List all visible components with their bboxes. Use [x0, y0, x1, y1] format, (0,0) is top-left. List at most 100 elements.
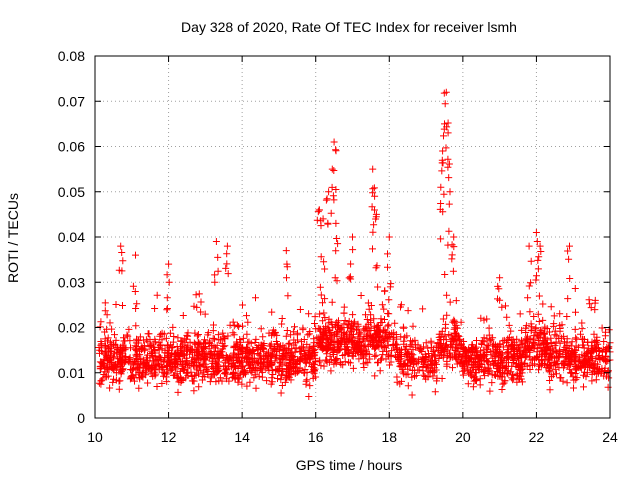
data-point	[448, 343, 456, 351]
data-point-peak	[117, 242, 125, 250]
data-point	[384, 250, 391, 258]
data-point	[266, 342, 274, 350]
data-point-peak	[444, 129, 452, 137]
data-point	[556, 346, 564, 354]
data-point-peak	[328, 165, 336, 173]
data-point	[296, 364, 304, 372]
data-point	[104, 334, 112, 342]
data-point	[504, 350, 512, 358]
data-point	[101, 307, 109, 315]
data-point	[571, 285, 579, 292]
x-tick-label: 22	[529, 429, 545, 445]
data-point	[525, 345, 533, 353]
data-point-peak	[349, 233, 356, 241]
data-point	[443, 291, 451, 299]
data-point	[556, 322, 564, 330]
data-point	[505, 333, 513, 341]
data-point	[357, 350, 365, 358]
data-point	[459, 367, 467, 375]
data-point	[216, 349, 224, 357]
data-point	[332, 186, 340, 193]
data-point	[290, 336, 298, 344]
data-point	[518, 326, 526, 334]
data-point	[155, 352, 163, 360]
data-point	[355, 355, 363, 363]
data-point	[268, 308, 276, 316]
data-point	[303, 376, 311, 384]
data-point	[124, 332, 132, 340]
data-point	[300, 356, 308, 364]
data-point	[136, 333, 144, 341]
data-point	[206, 351, 214, 358]
data-point	[303, 355, 311, 363]
data-point	[190, 387, 198, 395]
data-point	[103, 311, 111, 319]
data-point-peak	[319, 215, 327, 223]
data-point	[271, 346, 279, 354]
data-point	[331, 345, 339, 353]
data-point	[437, 200, 445, 207]
data-point	[473, 351, 480, 359]
data-point	[321, 295, 329, 303]
data-point	[224, 270, 232, 278]
data-point	[442, 144, 450, 152]
data-point	[498, 386, 506, 393]
data-point	[350, 319, 358, 327]
data-point	[332, 146, 340, 154]
data-point	[481, 363, 489, 371]
data-point	[238, 380, 246, 388]
data-point	[222, 264, 230, 272]
data-point	[412, 372, 420, 379]
data-point	[342, 337, 350, 345]
data-point	[468, 363, 476, 371]
data-point	[363, 331, 371, 339]
data-point	[197, 308, 205, 316]
data-point	[118, 368, 125, 376]
data-point	[337, 360, 345, 368]
data-point-peak	[282, 247, 290, 255]
data-point	[242, 354, 250, 362]
data-point	[287, 360, 295, 368]
data-point	[173, 374, 181, 382]
data-point	[547, 362, 555, 370]
data-point	[519, 349, 527, 357]
data-point	[106, 384, 114, 392]
data-point	[250, 374, 258, 382]
data-point	[326, 338, 334, 346]
data-point-peak	[446, 188, 454, 196]
data-point	[118, 347, 126, 354]
data-point	[401, 333, 409, 341]
data-point	[112, 336, 120, 344]
data-point	[411, 372, 418, 380]
data-point	[343, 330, 350, 338]
data-point	[501, 377, 509, 385]
x-tick-label: 24	[602, 429, 618, 445]
data-point	[291, 348, 299, 356]
data-point	[344, 343, 351, 351]
data-point	[518, 378, 526, 386]
data-point	[444, 241, 452, 249]
data-point	[356, 328, 364, 336]
data-point	[446, 298, 454, 306]
data-point	[371, 372, 379, 380]
y-tick-label: 0.06	[58, 139, 85, 155]
data-point	[493, 348, 500, 356]
data-point	[223, 250, 231, 258]
data-point	[439, 344, 447, 352]
data-point	[194, 331, 202, 338]
data-point	[526, 348, 534, 356]
data-point	[133, 355, 141, 363]
data-point	[540, 345, 548, 353]
data-point	[223, 355, 231, 363]
data-point	[346, 359, 354, 367]
data-point	[398, 377, 405, 385]
data-point	[562, 354, 570, 362]
data-point	[514, 355, 522, 362]
data-point	[121, 346, 129, 354]
data-point	[110, 375, 117, 383]
data-point	[472, 345, 479, 353]
data-point	[178, 350, 186, 358]
data-point-peak	[525, 242, 533, 250]
data-point	[142, 366, 150, 374]
data-point	[459, 371, 467, 379]
